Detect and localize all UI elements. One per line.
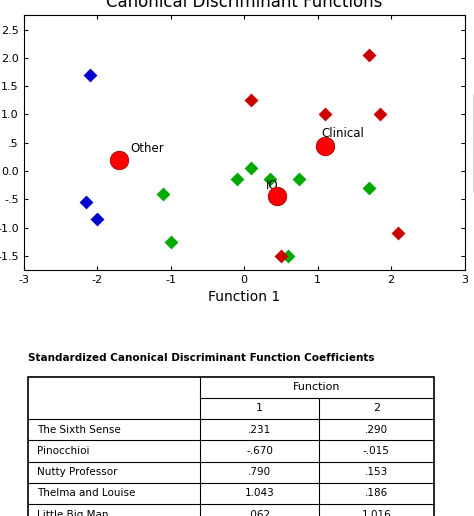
Text: -.015: -.015 xyxy=(363,446,390,456)
Text: 1.016: 1.016 xyxy=(362,510,391,516)
Text: .186: .186 xyxy=(365,489,388,498)
Text: Thelma and Louise: Thelma and Louise xyxy=(37,489,135,498)
Text: .790: .790 xyxy=(248,467,271,477)
Text: Little Big Man: Little Big Man xyxy=(37,510,109,516)
Text: Other: Other xyxy=(130,142,164,155)
Point xyxy=(277,252,284,260)
Text: Function: Function xyxy=(293,382,341,392)
Text: 1: 1 xyxy=(256,404,263,413)
Point xyxy=(295,175,303,184)
Text: Clinical: Clinical xyxy=(321,127,364,140)
Text: -.670: -.670 xyxy=(246,446,273,456)
Point xyxy=(321,110,329,119)
Point xyxy=(167,237,174,246)
Point xyxy=(86,71,94,79)
Point xyxy=(82,198,90,206)
Text: .062: .062 xyxy=(248,510,271,516)
Text: .290: .290 xyxy=(365,425,388,434)
Point xyxy=(247,164,255,172)
Point xyxy=(159,189,167,198)
Text: Standardized Canonical Discriminant Function Coefficients: Standardized Canonical Discriminant Func… xyxy=(28,353,374,363)
Point xyxy=(247,96,255,104)
Text: 2: 2 xyxy=(373,404,380,413)
Point xyxy=(233,175,240,184)
Point xyxy=(266,175,273,184)
Point xyxy=(321,141,329,150)
Point xyxy=(273,192,281,201)
Text: Nutty Professor: Nutty Professor xyxy=(37,467,118,477)
Text: IO: IO xyxy=(266,180,279,192)
X-axis label: Function 1: Function 1 xyxy=(208,291,280,304)
Point xyxy=(365,184,373,192)
Point xyxy=(394,229,402,237)
Text: Pinocchioi: Pinocchioi xyxy=(37,446,90,456)
Point xyxy=(116,155,123,164)
Point xyxy=(376,110,384,119)
Title: Canonical Discriminant Functions: Canonical Discriminant Functions xyxy=(106,0,383,11)
Point xyxy=(365,51,373,59)
Text: .153: .153 xyxy=(365,467,388,477)
Point xyxy=(284,252,292,260)
Text: 1.043: 1.043 xyxy=(245,489,274,498)
Text: The Sixth Sense: The Sixth Sense xyxy=(37,425,121,434)
Text: .231: .231 xyxy=(248,425,271,434)
Point xyxy=(93,215,101,223)
